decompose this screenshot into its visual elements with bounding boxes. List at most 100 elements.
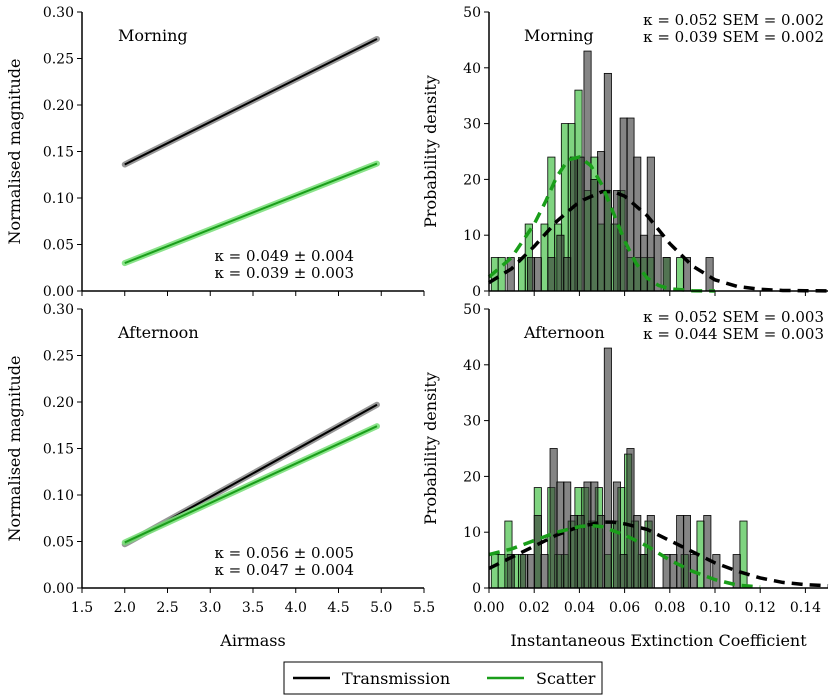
y-tick-label: 0.30 <box>43 302 74 318</box>
hist-bar-transmission <box>583 50 592 292</box>
y-tick-label: 0.25 <box>43 349 74 365</box>
fit-line-scatter <box>124 162 378 265</box>
x-tick-label: 5.5 <box>413 600 435 616</box>
y-tick-label: 20 <box>463 469 481 485</box>
hist-bar-transmission <box>646 515 655 589</box>
hist-bar-transmission <box>527 554 536 589</box>
panel-title: Morning <box>524 26 594 45</box>
y-tick-label: 0 <box>472 581 481 597</box>
hist-bar-transmission <box>612 190 621 292</box>
fit-curve-scatter <box>487 155 716 293</box>
hist-bar-scatter <box>497 554 506 589</box>
hist-bar-transmission <box>563 481 572 589</box>
panel-title: Morning <box>118 26 188 45</box>
y-tick-label: 0.20 <box>43 395 74 411</box>
hist-bar-transmission <box>549 448 558 589</box>
hist-bar-scatter <box>490 554 499 589</box>
y-tick-label: 0.05 <box>43 238 74 254</box>
x-tick-label: 0.00 <box>473 600 504 616</box>
panel-morning-histogram: 0 10 20 30 40 50 Morning κ = 0.052 SEM = 0.002κ… <box>421 5 829 300</box>
hist-bar-transmission <box>646 156 655 292</box>
x-tick-label: 2.0 <box>114 600 136 616</box>
panel-afternoon-histogram: 0 10 20 30 40 50 0.00 0.02 0.04 0.06 0.08 0.10 0.12 0… <box>421 302 829 650</box>
y-tick-label: 0.15 <box>43 145 74 161</box>
fit-curve-transmission <box>488 189 829 293</box>
kappa-transmission: κ = 0.052 SEM = 0.002 <box>643 11 824 29</box>
legend-frame <box>283 661 603 695</box>
hist-bar-scatter <box>739 520 748 589</box>
hist-bar-transmission <box>619 117 628 292</box>
hist-bar-transmission <box>533 257 542 292</box>
panel-morning-airmass: 0.00 0.05 0.10 0.15 0.20 0.25 0.30 Morning κ = 0… <box>5 5 425 300</box>
y-tick-label: 30 <box>463 117 481 133</box>
hist-bar-transmission <box>633 515 642 589</box>
hist-bar-transmission <box>556 234 565 292</box>
kappa-scatter: κ = 0.039 SEM = 0.002 <box>643 28 824 46</box>
legend-transmission-label: Transmission <box>342 669 450 688</box>
hist-bar-transmission <box>597 151 606 292</box>
y-tick-label: 0.10 <box>43 488 74 504</box>
hist-bar-transmission <box>676 515 685 589</box>
y-tick-label: 30 <box>463 414 481 430</box>
hist-bar-transmission <box>520 554 529 589</box>
y-tick-label: 0.20 <box>43 98 74 114</box>
x-axis-label: Airmass <box>219 631 285 650</box>
y-tick-label: 0.10 <box>43 191 74 207</box>
y-tick-label: 40 <box>463 61 481 77</box>
kappa-transmission: κ = 0.056 ± 0.005 <box>215 544 354 562</box>
kappa-scatter: κ = 0.039 ± 0.003 <box>215 264 354 282</box>
panel-title: Afternoon <box>523 323 605 342</box>
hist-bar-transmission <box>705 257 714 292</box>
hist-bar-transmission <box>590 481 599 589</box>
y-tick-label: 0.15 <box>43 442 74 458</box>
kappa-transmission: κ = 0.052 SEM = 0.003 <box>643 308 824 326</box>
y-tick-label: 10 <box>463 228 481 244</box>
hist-bar-transmission <box>547 257 556 292</box>
hist-bar-transmission <box>563 257 572 292</box>
hist-bar-transmission <box>619 554 628 589</box>
x-tick-label: 0.10 <box>699 600 730 616</box>
x-tick-label: 4.0 <box>285 600 307 616</box>
hist-bar-transmission <box>569 156 578 292</box>
hist-bar-transmission <box>603 347 612 589</box>
x-tick-label: 3.0 <box>199 600 221 616</box>
legend-scatter-label: Scatter <box>536 669 596 688</box>
panel-afternoon-airmass: 0.00 0.05 0.10 0.15 0.20 0.25 0.30 1.5 2.0 2.5 3.0… <box>5 302 435 650</box>
x-tick-label: 2.5 <box>156 600 178 616</box>
y-tick-label: 50 <box>463 5 481 21</box>
y-tick-label: 50 <box>463 302 481 318</box>
y-tick-label: 0.25 <box>43 52 74 68</box>
kappa-scatter: κ = 0.044 SEM = 0.003 <box>643 325 824 343</box>
hist-bar-transmission <box>603 72 612 292</box>
hist-bar-transmission <box>712 554 721 589</box>
panel-title: Afternoon <box>117 323 199 342</box>
y-axis-label: Normalised magnitude <box>5 58 24 244</box>
hist-bar-transmission <box>576 156 585 292</box>
x-tick-label: 1.5 <box>71 600 93 616</box>
hist-bar-transmission <box>626 448 635 589</box>
y-tick-label: 10 <box>463 525 481 541</box>
y-tick-label: 40 <box>463 358 481 374</box>
x-tick-label: 0.14 <box>790 600 821 616</box>
fit-curve-transmission <box>488 520 829 588</box>
hist-bar-transmission <box>669 554 678 589</box>
hist-bar-transmission <box>640 554 649 589</box>
x-tick-label: 0.04 <box>564 600 595 616</box>
y-tick-label: 0.30 <box>43 5 74 21</box>
x-tick-label: 3.5 <box>242 600 264 616</box>
y-tick-label: 20 <box>463 172 481 188</box>
x-tick-label: 0.06 <box>609 600 640 616</box>
x-tick-label: 0.08 <box>654 600 685 616</box>
y-axis-label: Probability density <box>421 75 440 228</box>
hist-bar-transmission <box>583 481 592 589</box>
legend: Transmission Scatter <box>283 661 603 695</box>
hist-bar-transmission <box>527 257 536 292</box>
fit-curve-scatter <box>488 523 761 589</box>
y-axis-label: Probability density <box>421 372 440 525</box>
x-tick-label: 0.02 <box>519 600 550 616</box>
hist-bar-transmission <box>533 515 542 589</box>
hist-bar-transmission <box>540 554 549 589</box>
x-tick-label: 4.5 <box>327 600 349 616</box>
x-tick-label: 0.12 <box>745 600 776 616</box>
